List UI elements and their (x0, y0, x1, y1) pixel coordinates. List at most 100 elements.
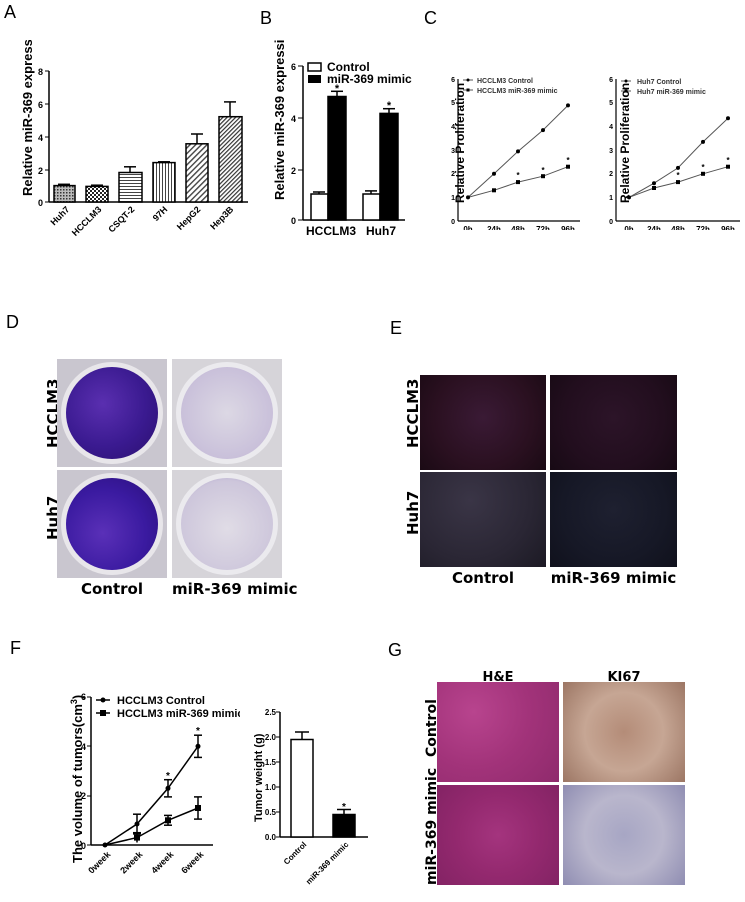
svg-text:0.0: 0.0 (265, 833, 277, 842)
svg-text:0: 0 (291, 216, 296, 226)
chart-f1-ylabel: The volume of tumors(cm3) (69, 695, 85, 863)
svg-text:6: 6 (38, 100, 43, 110)
legend-huh7-control: Huh7 Control (637, 79, 681, 86)
colony-plate-hcclm3-control (57, 359, 167, 467)
legend-swatch-control (307, 62, 322, 72)
chart-c1-ylabel: Relative Proliferation (453, 83, 467, 203)
legend-label-mimic: miR-369 mimic (327, 72, 412, 86)
legend-f-mimic: HCCLM3 miR-369 mimic (117, 708, 240, 720)
legend-huh7-mimic: Huh7 miR-369 mimic (637, 89, 706, 96)
chart-b-yticks: 6 4 2 0 (291, 62, 303, 226)
legend-hcclm3-mimic: HCCLM3 miR-369 mimic (477, 88, 558, 95)
svg-text:0: 0 (38, 198, 43, 208)
fluor-huh7-control (420, 472, 546, 567)
svg-text:2: 2 (38, 166, 43, 176)
chart-c1-hcclm3-proliferation: Relative Proliferation 6 5 4 3 2 1 0 HCCLM3 C… (451, 77, 580, 230)
svg-text:CSQT-2: CSQT-2 (106, 204, 136, 234)
svg-text:1: 1 (451, 195, 455, 202)
svg-text:8: 8 (38, 67, 43, 77)
panel-letter-e: E (390, 318, 403, 338)
svg-text:miR-369 mimic: miR-369 mimic (304, 840, 351, 887)
legend-label-control: Control (327, 60, 370, 74)
chart-f2-ylabel: Tumor weight (g) (253, 733, 265, 822)
svg-text:96h: 96h (721, 225, 735, 230)
chart-c1-xticks: 0h 24h 48h 72h 96h (463, 225, 575, 230)
histology-ki67-mimic (563, 785, 685, 885)
colony-plate-huh7-mimic (172, 470, 282, 578)
svg-text:72h: 72h (536, 225, 550, 230)
legend-swatch-mimic (308, 75, 321, 83)
svg-text:Hep3B: Hep3B (208, 204, 236, 232)
svg-text:6: 6 (291, 62, 296, 72)
chart-a-ylabel: Relative miR-369 expression (20, 40, 35, 196)
svg-text:*: * (726, 156, 730, 165)
svg-text:6: 6 (451, 77, 455, 84)
svg-text:24h: 24h (487, 225, 501, 230)
svg-text:5: 5 (609, 100, 613, 107)
svg-text:4: 4 (38, 133, 43, 143)
panel-letter-g: G (388, 640, 403, 660)
legend-f-control: HCCLM3 Control (117, 695, 205, 707)
svg-text:*: * (701, 163, 705, 172)
svg-text:4: 4 (291, 114, 296, 124)
svg-text:Huh7: Huh7 (366, 224, 396, 238)
svg-text:0h: 0h (624, 225, 633, 230)
svg-text:0: 0 (609, 219, 613, 226)
panel-d-col-label-mimic: miR-369 mimic (172, 580, 298, 598)
panel-letter-a: A (4, 2, 17, 22)
colony-plate-hcclm3-mimic (172, 359, 282, 467)
histology-he-control (437, 682, 559, 782)
chart-f2-tumor-weight: Tumor weight (g) 2.5 2.0 1.5 1.0 0.5 0.0… (253, 708, 368, 887)
svg-text:3: 3 (451, 148, 455, 155)
svg-text:*: * (342, 802, 346, 813)
panel-g-col-label-he: H&E (482, 670, 514, 685)
svg-text:6week: 6week (179, 849, 206, 876)
panel-e-col-label-control: Control (451, 569, 514, 587)
svg-text:96h: 96h (561, 225, 575, 230)
chart-c2-huh7-proliferation: Relative Proliferation 6 5 4 3 2 1 0 Huh7 Con… (609, 77, 740, 230)
svg-text:5: 5 (451, 100, 455, 107)
fluor-huh7-mimic (550, 472, 677, 567)
svg-text:48h: 48h (671, 225, 685, 230)
svg-text:4week: 4week (149, 849, 176, 876)
svg-text:*: * (387, 100, 392, 112)
svg-text:2: 2 (609, 171, 613, 178)
svg-text:0: 0 (451, 219, 455, 226)
svg-text:1.0: 1.0 (265, 783, 277, 792)
svg-text:HCCLM3: HCCLM3 (306, 224, 356, 238)
chart-c2-ylabel: Relative Proliferation (618, 83, 632, 203)
chart-c2-xticks: 0h 24h 48h 72h 96h (624, 225, 735, 230)
svg-text:4: 4 (81, 742, 86, 752)
chart-a-yticks: 8 6 4 2 0 (38, 67, 49, 208)
svg-text:1.5: 1.5 (265, 758, 277, 767)
svg-text:6: 6 (81, 692, 86, 702)
panel-letter-f: F (10, 638, 21, 658)
svg-text:HepG2: HepG2 (175, 204, 203, 232)
chart-f1-xticks: 0week 2week 4week 6week (86, 849, 206, 876)
svg-text:6: 6 (609, 77, 613, 84)
legend-hcclm3-control: HCCLM3 Control (477, 78, 533, 85)
colony-plate-huh7-control (57, 470, 167, 578)
histology-ki67-control (563, 682, 685, 782)
chart-b-xticks: HCCLM3 Huh7 (306, 224, 396, 238)
svg-text:1: 1 (609, 195, 613, 202)
svg-text:*: * (166, 771, 170, 782)
svg-text:2: 2 (451, 171, 455, 178)
svg-text:Control: Control (282, 840, 308, 866)
fluor-hcclm3-mimic (550, 375, 677, 470)
panel-d-col-label-control: Control (80, 580, 143, 598)
fluor-hcclm3-control (420, 375, 546, 470)
svg-text:2: 2 (291, 166, 296, 176)
chart-a-expression-by-cell-line: Relative miR-369 expression 8 6 4 2 0 Hu… (20, 40, 248, 238)
svg-text:0: 0 (81, 841, 86, 851)
svg-text:4: 4 (609, 124, 613, 131)
svg-text:0h: 0h (463, 225, 472, 230)
histology-he-mimic (437, 785, 559, 885)
svg-text:72h: 72h (696, 225, 710, 230)
chart-a-errorbars (58, 101, 236, 187)
chart-f2-xticks: Control miR-369 mimic (282, 840, 351, 887)
svg-text:*: * (196, 726, 200, 737)
svg-text:3: 3 (609, 148, 613, 155)
chart-b-ylabel: Relative miR-369 expression (272, 40, 287, 200)
svg-text:2week: 2week (118, 849, 145, 876)
